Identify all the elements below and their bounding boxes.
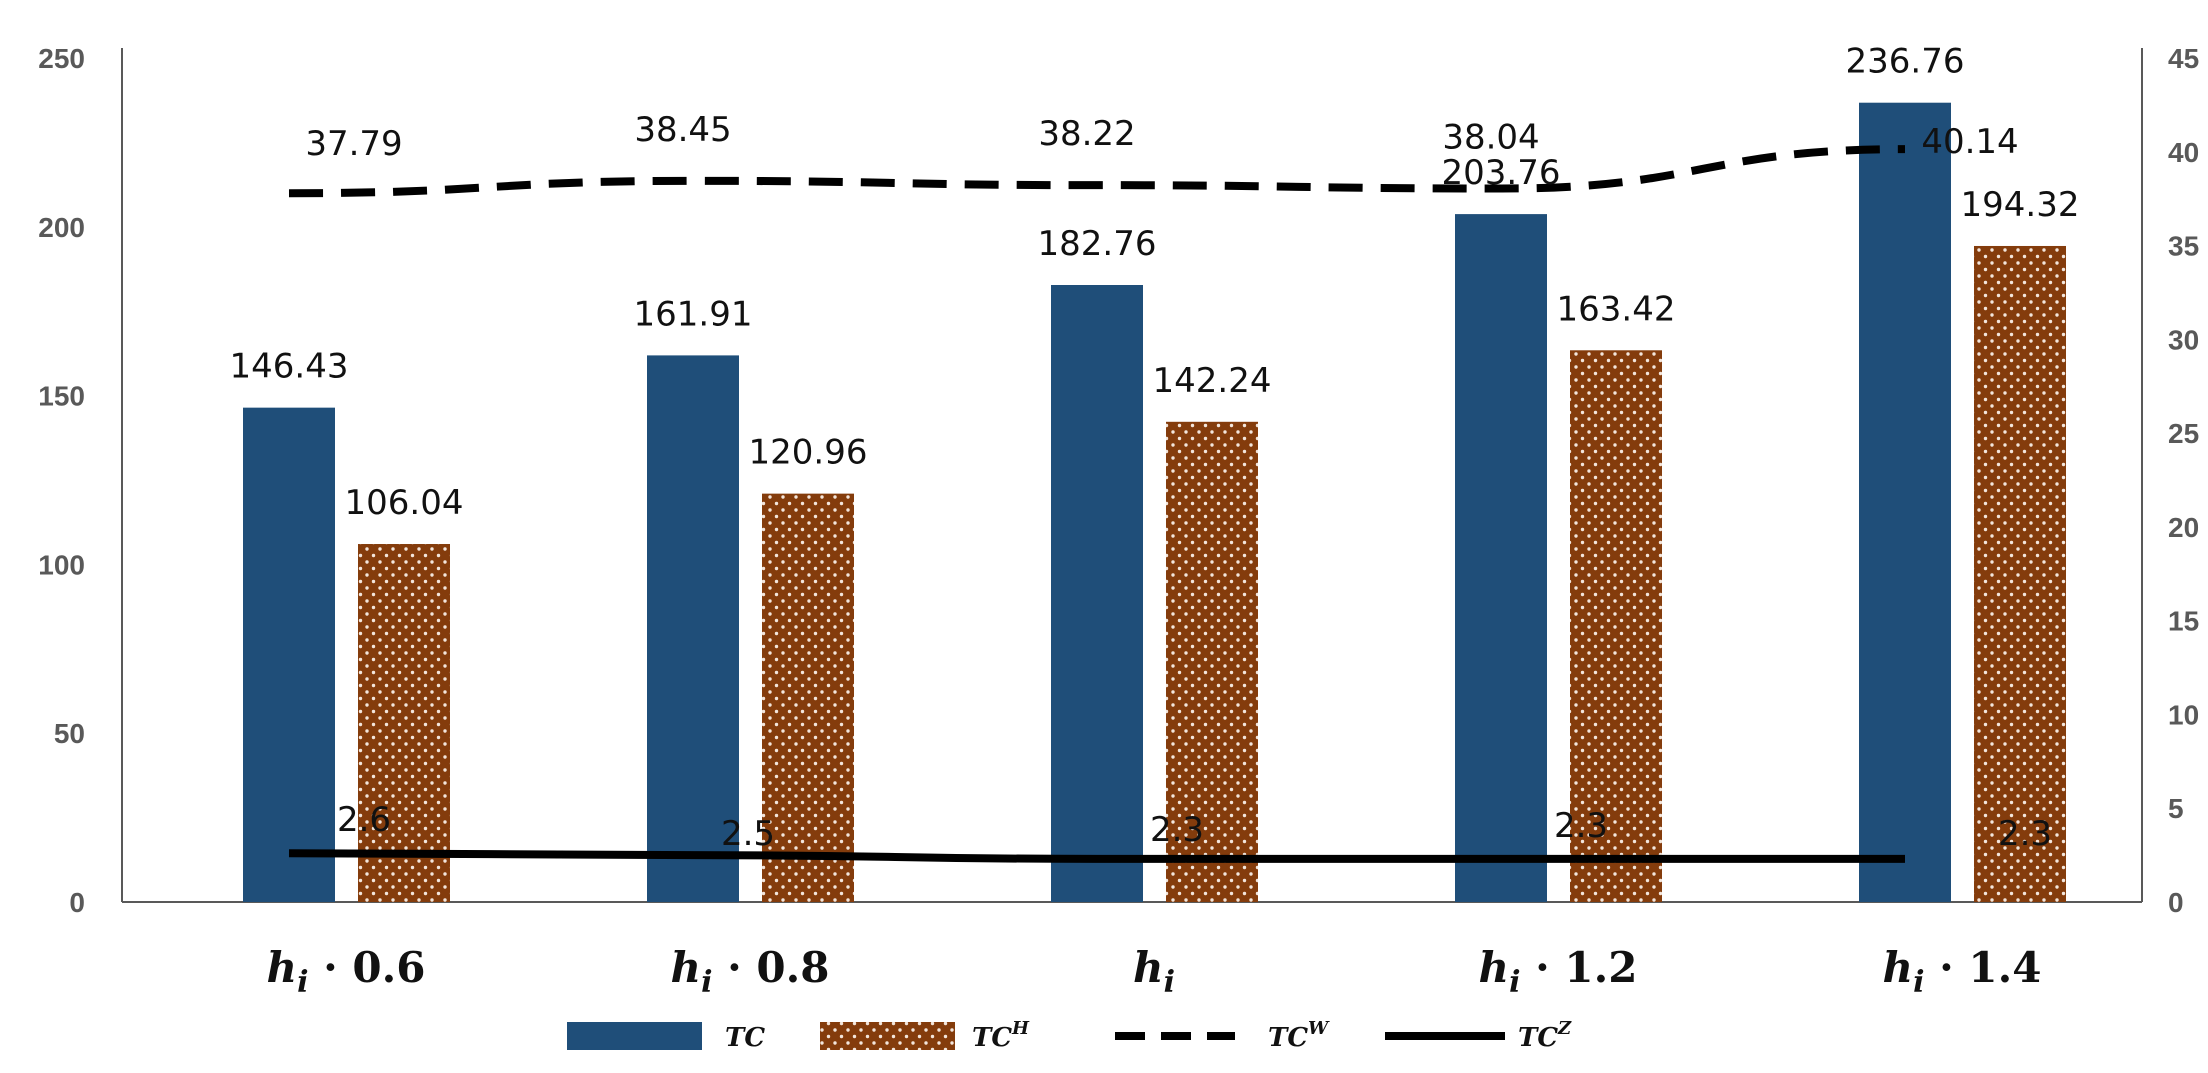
- right-tick-label: 40: [2168, 137, 2199, 168]
- line-value-label: 2.5: [721, 814, 775, 854]
- right-tick-label: 10: [2168, 699, 2199, 730]
- bar-tc: [1051, 285, 1143, 903]
- bar-tc-h: [358, 544, 450, 902]
- left-tick-label: 0: [69, 887, 85, 918]
- line-tc-w: [288, 145, 1906, 198]
- line-value-label: 38.22: [1038, 114, 1135, 154]
- right-tick-label: 35: [2168, 231, 2199, 262]
- line-value-label: 37.79: [305, 124, 402, 164]
- x-tick-label: hi · 0.6: [267, 943, 426, 1000]
- line-tc-z: [288, 849, 1905, 863]
- legend-tc-h-label: TCH: [972, 1018, 1030, 1053]
- bar-value-label: 146.43: [230, 347, 349, 387]
- x-tick-label: hi · 0.8: [671, 943, 830, 1000]
- right-tick-label: 15: [2168, 606, 2199, 637]
- bar-value-label: 161.91: [634, 294, 753, 334]
- bar-tc: [1859, 102, 1951, 902]
- legend-tc-swatch: [567, 1022, 702, 1050]
- bar-tc-h: [1570, 350, 1662, 902]
- bar-tc-h: [762, 493, 854, 902]
- legend-tc-w-label: TCW: [1268, 1018, 1330, 1053]
- left-tick-label: 100: [38, 549, 85, 580]
- bar-value-label: 163.42: [1557, 289, 1676, 329]
- x-tick-label: hi · 1.4: [1883, 943, 2042, 1000]
- line-value-label: 38.04: [1442, 118, 1539, 158]
- left-tick-label: 150: [38, 381, 85, 412]
- bar-tc: [1455, 214, 1547, 902]
- right-tick-label: 20: [2168, 512, 2199, 543]
- bar-tc-h: [1974, 245, 2066, 902]
- line-value-label: 2.3: [1554, 806, 1608, 846]
- line-value-label: 2.6: [337, 800, 391, 840]
- line-value-label: 40.14: [1921, 122, 2018, 162]
- right-tick-label: 5: [2168, 793, 2184, 824]
- line-value-label: 2.3: [1998, 814, 2052, 854]
- right-tick-label: 45: [2168, 43, 2199, 74]
- line-value-label: 38.45: [634, 110, 731, 150]
- legend-tc-z-label: TCZ: [1518, 1018, 1572, 1053]
- bar-value-label: 182.76: [1038, 224, 1157, 264]
- bar-value-label: 120.96: [749, 433, 868, 473]
- right-tick-label: 25: [2168, 418, 2199, 449]
- right-tick-label: 0: [2168, 887, 2184, 918]
- left-tick-label: 250: [38, 43, 85, 74]
- bar-tc-h: [1166, 421, 1258, 902]
- x-tick-label: hi · 1.2: [1479, 943, 1638, 1000]
- bar-value-label: 194.32: [1961, 185, 2080, 225]
- bar-value-label: 236.76: [1846, 42, 1965, 82]
- bar-tc: [647, 355, 739, 902]
- bar-value-label: 142.24: [1153, 361, 1272, 401]
- left-tick-label: 50: [54, 718, 85, 749]
- bar-value-label: 106.04: [345, 483, 464, 523]
- x-tick-label: hi: [1133, 943, 1175, 1000]
- line-value-label: 2.3: [1150, 810, 1204, 850]
- left-tick-label: 200: [38, 212, 85, 243]
- bar-tc: [243, 407, 335, 902]
- right-tick-label: 30: [2168, 324, 2199, 355]
- legend-tc-h-swatch: [820, 1022, 955, 1050]
- legend-tc-label: TC: [725, 1023, 765, 1053]
- bar-value-label: 203.76: [1442, 153, 1561, 193]
